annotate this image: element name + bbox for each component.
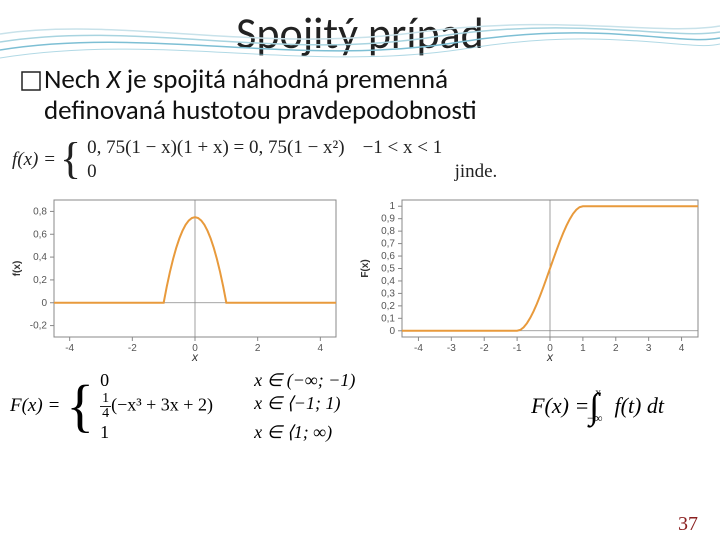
- int-lhs: F(x) =: [531, 393, 589, 419]
- svg-text:-4: -4: [414, 343, 423, 354]
- pdf-row2-cond: jinde.: [455, 160, 498, 184]
- svg-text:-4: -4: [65, 343, 74, 354]
- svg-text:0,3: 0,3: [381, 288, 395, 299]
- cdf-piecewise-rows: 0 x ∈ (−∞; −1) 14(−x³ + 3x + 2) x ∈ ⟨−1;…: [100, 369, 355, 445]
- svg-text:0,4: 0,4: [381, 276, 395, 287]
- cdf-r1-cond: x ∈ (−∞; −1): [254, 369, 355, 392]
- svg-text:4: 4: [318, 343, 324, 354]
- bullet-line1: je spojitá náhodná premenná: [121, 63, 448, 96]
- svg-text:F(x): F(x): [360, 259, 371, 277]
- cdf-lhs: F(x) =: [10, 395, 60, 417]
- svg-text:-3: -3: [447, 343, 456, 354]
- svg-text:0: 0: [389, 325, 395, 336]
- pdf-piecewise: 0, 75(1 − x)(1 + x) = 0, 75(1 − x²) −1 <…: [87, 136, 497, 184]
- svg-text:0,1: 0,1: [381, 313, 395, 324]
- page-number: 37: [678, 513, 698, 536]
- svg-text:0,4: 0,4: [33, 252, 47, 263]
- svg-text:1: 1: [389, 201, 395, 212]
- int-lower: −∞: [587, 411, 602, 426]
- svg-text:0,8: 0,8: [33, 206, 47, 217]
- pdf-row2-expr: 0: [87, 160, 97, 184]
- int-upper: x: [595, 385, 601, 400]
- svg-text:0,9: 0,9: [381, 213, 395, 224]
- cdf-r3-cond: x ∈ ⟨1; ∞): [254, 421, 332, 444]
- bullet-icon: [20, 70, 42, 92]
- brace-icon: {: [66, 389, 94, 424]
- bullet-line2: definovaná hustotou pravdepodobnosti: [44, 94, 477, 127]
- svg-text:3: 3: [646, 343, 652, 354]
- cdf-integral-formula: F(x) = ∫x−∞ f(t) dt: [531, 393, 664, 419]
- svg-text:2: 2: [255, 343, 261, 354]
- bottom-formulas: F(x) = { 0 x ∈ (−∞; −1) 14(−x³ + 3x + 2)…: [10, 369, 700, 445]
- pdf-row1-cond: −1 < x < 1: [363, 136, 443, 160]
- svg-text:-2: -2: [480, 343, 489, 354]
- cdf-r2-expr: 14(−x³ + 3x + 2): [100, 392, 230, 421]
- svg-text:x: x: [191, 350, 199, 364]
- brace-icon: {: [60, 144, 81, 175]
- svg-text:4: 4: [679, 343, 685, 354]
- bullet-prefix: Nech: [44, 63, 107, 96]
- svg-text:f(x): f(x): [12, 260, 23, 276]
- svg-text:0,2: 0,2: [33, 275, 47, 286]
- svg-text:0,2: 0,2: [381, 300, 395, 311]
- svg-text:0,6: 0,6: [381, 251, 395, 262]
- svg-text:0,5: 0,5: [381, 263, 395, 274]
- bullet-row: Nech X je spojitá náhodná premenná defin…: [20, 64, 700, 126]
- svg-text:-1: -1: [513, 343, 522, 354]
- slide-title: Spojitý prípad: [0, 6, 720, 60]
- svg-text:1: 1: [580, 343, 586, 354]
- svg-text:-0,2: -0,2: [30, 320, 48, 331]
- cdf-r1-expr: 0: [100, 369, 230, 392]
- pdf-definition: f(x) = { 0, 75(1 − x)(1 + x) = 0, 75(1 −…: [12, 136, 720, 184]
- svg-text:x: x: [546, 350, 554, 364]
- bullet-var: X: [107, 63, 121, 96]
- integrand: f(t) dt: [615, 393, 665, 419]
- cdf-chart: -4-3-2-10123400,10,20,30,40,50,60,70,80,…: [354, 190, 708, 365]
- pdf-lhs: f(x) =: [12, 149, 56, 171]
- pdf-chart: -4-2024-0,200,20,40,60,8xf(x): [6, 190, 346, 365]
- cdf-r3-expr: 1: [100, 421, 230, 444]
- svg-text:2: 2: [613, 343, 619, 354]
- svg-text:0,7: 0,7: [381, 238, 395, 249]
- charts-row: -4-2024-0,200,20,40,60,8xf(x) -4-3-2-101…: [6, 190, 714, 365]
- cdf-piecewise-formula: F(x) = { 0 x ∈ (−∞; −1) 14(−x³ + 3x + 2)…: [10, 369, 355, 445]
- svg-text:0,8: 0,8: [381, 226, 395, 237]
- svg-text:0: 0: [41, 297, 47, 308]
- bullet-text: Nech X je spojitá náhodná premenná defin…: [44, 64, 477, 126]
- svg-text:0,6: 0,6: [33, 229, 47, 240]
- svg-text:-2: -2: [128, 343, 137, 354]
- pdf-row1-expr: 0, 75(1 − x)(1 + x) = 0, 75(1 − x²): [87, 136, 345, 160]
- cdf-r2-cond: x ∈ ⟨−1; 1): [254, 392, 340, 421]
